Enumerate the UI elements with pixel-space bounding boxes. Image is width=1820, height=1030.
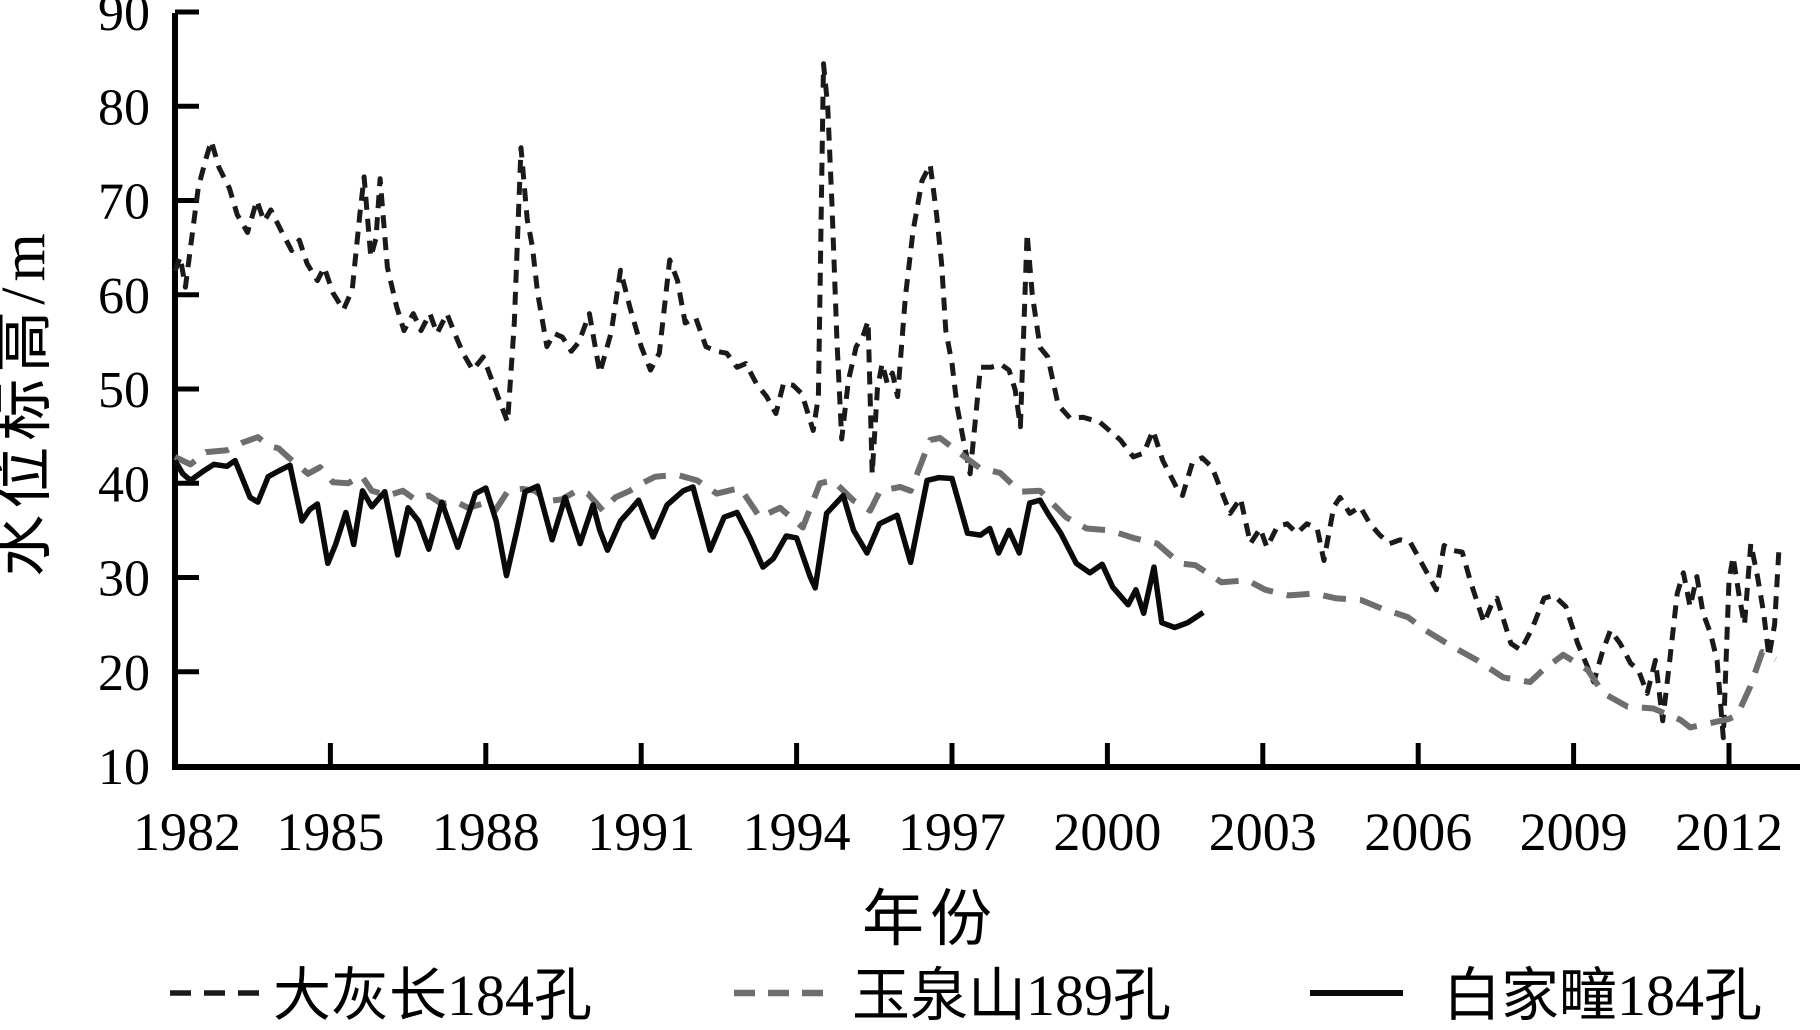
x-tick-label: 2003 bbox=[1209, 802, 1317, 862]
series-line-1 bbox=[173, 434, 1778, 731]
y-tick-label: 30 bbox=[98, 551, 150, 608]
legend-label-2: 白家疃184孔 bbox=[1443, 963, 1762, 1028]
y-tick-label: 10 bbox=[98, 739, 150, 796]
y-tick-label: 60 bbox=[98, 268, 150, 325]
x-tick-label: 1988 bbox=[432, 802, 540, 862]
x-tick-label: 1982 bbox=[133, 802, 241, 862]
y-tick-label: 50 bbox=[98, 362, 150, 419]
axes: 90 80 70 60 50 40 30 20 10 1982 1985 1988 1991 1994 19… bbox=[98, 0, 1800, 862]
series-line-0 bbox=[172, 61, 1782, 741]
x-tick-label: 1985 bbox=[276, 802, 384, 862]
y-tick-label: 40 bbox=[98, 456, 150, 513]
legend-label-1: 玉泉山189孔 bbox=[852, 963, 1171, 1028]
x-tick-label: 2000 bbox=[1053, 802, 1161, 862]
y-tick-label: 90 bbox=[98, 0, 150, 42]
y-tick-label: 20 bbox=[98, 645, 150, 702]
legend-label-0: 大灰长184孔 bbox=[273, 963, 592, 1028]
series-line-2 bbox=[172, 457, 1205, 631]
x-tick-label: 1997 bbox=[898, 802, 1006, 862]
y-tick-label: 70 bbox=[98, 174, 150, 231]
plot-series bbox=[172, 61, 1782, 741]
legend: 大灰长184孔 玉泉山189孔 白家疃184孔 bbox=[170, 963, 1762, 1028]
x-axis-title: 年份 bbox=[862, 886, 998, 954]
y-tick-label: 80 bbox=[98, 79, 150, 136]
y-axis-title: 水位标高/m bbox=[0, 227, 58, 576]
x-tick-label: 2006 bbox=[1364, 802, 1472, 862]
x-tick-label: 1991 bbox=[587, 802, 695, 862]
x-tick-label: 2009 bbox=[1520, 802, 1628, 862]
x-tick-label: 2012 bbox=[1675, 802, 1783, 862]
x-tick-label: 1994 bbox=[743, 802, 851, 862]
